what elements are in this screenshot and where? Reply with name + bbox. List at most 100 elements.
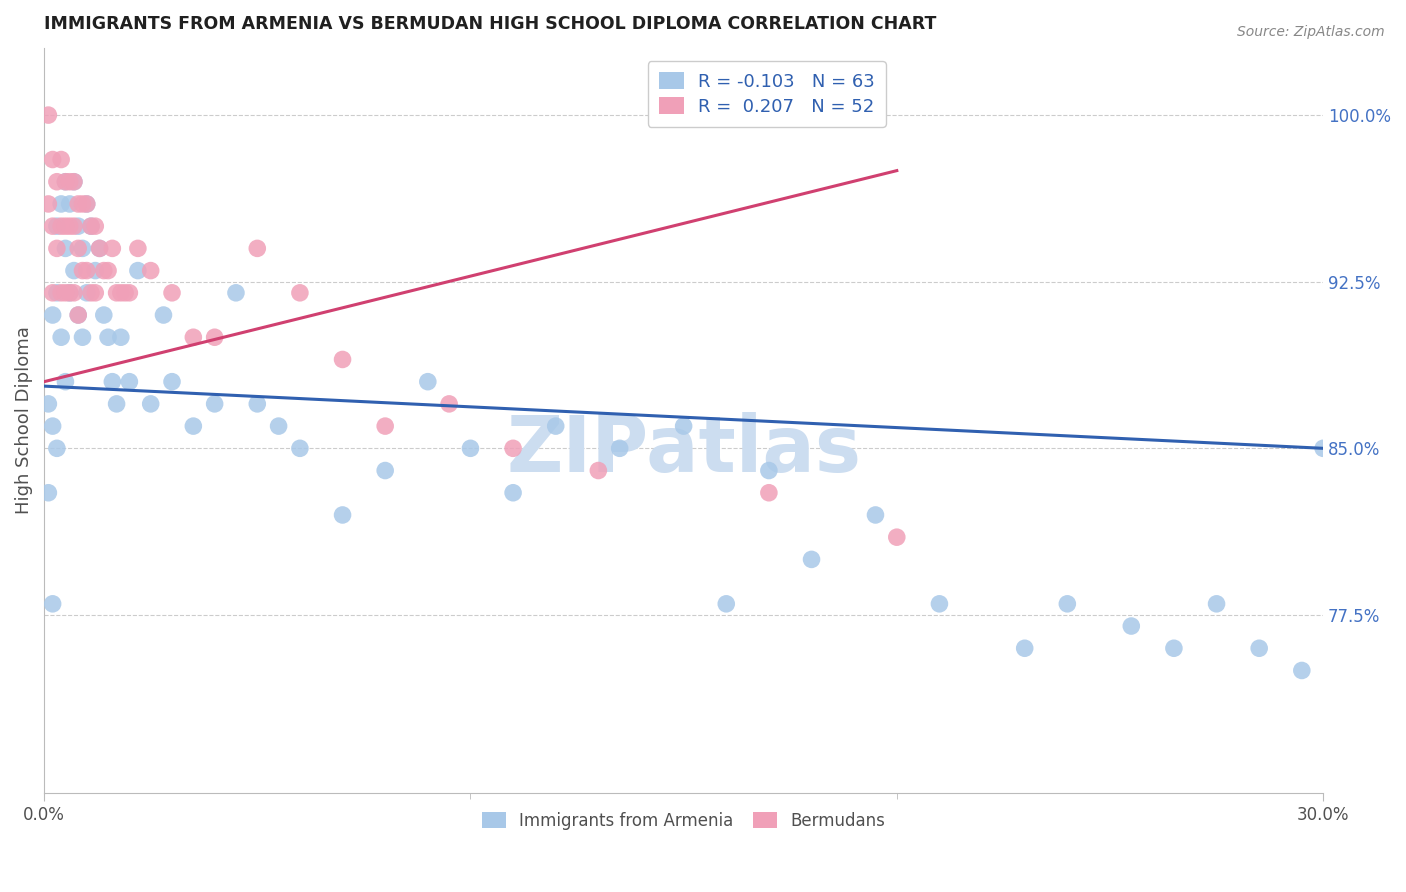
Point [63, 175, 86, 189]
Point [672, 419, 695, 434]
Point [374, 464, 396, 478]
Point [101, 375, 124, 389]
Point [183, 330, 205, 344]
Point [67, 241, 90, 255]
Point [886, 530, 908, 544]
Point [45, 285, 67, 300]
Point [502, 485, 524, 500]
Point [63, 219, 86, 234]
Y-axis label: High School Diploma: High School Diploma [15, 326, 32, 515]
Point [152, 308, 174, 322]
Point [105, 397, 128, 411]
Point [204, 330, 226, 344]
Point [76, 285, 98, 300]
Point [59, 197, 82, 211]
Point [84, 219, 107, 234]
Point [204, 397, 226, 411]
Point [114, 285, 136, 300]
Point [97, 263, 120, 277]
Point [37, 108, 59, 122]
Point [67, 197, 90, 211]
Point [55, 285, 77, 300]
Point [67, 308, 90, 322]
Point [37, 485, 59, 500]
Point [41, 285, 63, 300]
Point [332, 508, 354, 522]
Point [89, 241, 111, 255]
Point [288, 285, 311, 300]
Point [51, 153, 73, 167]
Point [72, 241, 94, 255]
Point [80, 285, 103, 300]
Point [225, 285, 247, 300]
Point [45, 241, 67, 255]
Text: Source: ZipAtlas.com: Source: ZipAtlas.com [1237, 25, 1385, 39]
Point [544, 419, 567, 434]
Point [37, 197, 59, 211]
Point [1205, 597, 1227, 611]
Point [110, 285, 132, 300]
Point [97, 330, 120, 344]
Point [865, 508, 887, 522]
Point [41, 308, 63, 322]
Point [1121, 619, 1143, 633]
Point [72, 263, 94, 277]
Point [37, 397, 59, 411]
Point [183, 419, 205, 434]
Point [800, 552, 823, 566]
Point [928, 597, 950, 611]
Point [758, 464, 780, 478]
Point [1056, 597, 1078, 611]
Point [67, 219, 90, 234]
Point [502, 442, 524, 456]
Point [267, 419, 290, 434]
Point [93, 308, 115, 322]
Point [72, 197, 94, 211]
Point [80, 219, 103, 234]
Point [84, 285, 107, 300]
Point [89, 241, 111, 255]
Point [288, 442, 311, 456]
Point [139, 263, 162, 277]
Point [110, 330, 132, 344]
Point [101, 241, 124, 255]
Point [1014, 641, 1036, 656]
Point [45, 442, 67, 456]
Point [118, 375, 141, 389]
Point [374, 419, 396, 434]
Point [105, 285, 128, 300]
Point [588, 464, 610, 478]
Point [1249, 641, 1271, 656]
Point [76, 197, 98, 211]
Point [51, 285, 73, 300]
Point [460, 442, 482, 456]
Point [609, 442, 631, 456]
Point [246, 241, 269, 255]
Point [139, 397, 162, 411]
Point [1291, 664, 1313, 678]
Point [758, 485, 780, 500]
Point [55, 375, 77, 389]
Point [118, 285, 141, 300]
Point [127, 241, 149, 255]
Point [55, 241, 77, 255]
Legend: Immigrants from Armenia, Bermudans: Immigrants from Armenia, Bermudans [475, 805, 891, 837]
Point [63, 285, 86, 300]
Point [63, 263, 86, 277]
Point [127, 263, 149, 277]
Point [246, 397, 269, 411]
Point [84, 263, 107, 277]
Point [59, 285, 82, 300]
Point [55, 219, 77, 234]
Point [59, 219, 82, 234]
Point [67, 308, 90, 322]
Point [160, 285, 183, 300]
Point [55, 175, 77, 189]
Point [41, 597, 63, 611]
Point [416, 375, 439, 389]
Point [51, 197, 73, 211]
Text: IMMIGRANTS FROM ARMENIA VS BERMUDAN HIGH SCHOOL DIPLOMA CORRELATION CHART: IMMIGRANTS FROM ARMENIA VS BERMUDAN HIGH… [44, 15, 936, 33]
Point [1163, 641, 1185, 656]
Point [80, 219, 103, 234]
Point [437, 397, 460, 411]
